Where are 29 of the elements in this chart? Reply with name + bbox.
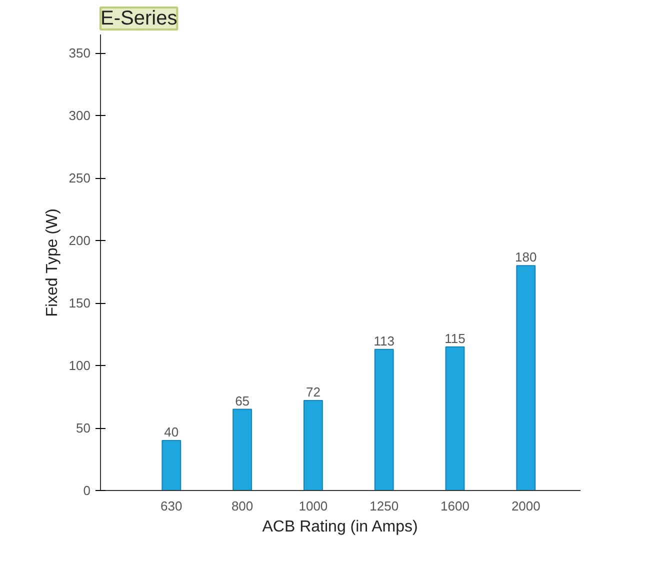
- x-tick-label: 1000: [298, 498, 328, 514]
- y-tick-label: 250: [68, 170, 91, 186]
- bar: [374, 348, 394, 490]
- x-tick-label: 1600: [440, 498, 470, 514]
- x-tick-label: 630: [160, 498, 182, 514]
- data-label: 113: [374, 333, 394, 348]
- chart-title: E-Series: [100, 8, 178, 30]
- x-tick-label: 800: [231, 498, 254, 514]
- data-label: 65: [235, 393, 250, 408]
- data-label: 115: [444, 330, 466, 346]
- bar: [445, 346, 465, 490]
- y-tick-label: 300: [68, 108, 91, 124]
- y-tick-label: 150: [68, 296, 91, 311]
- bar: [232, 408, 252, 490]
- x-tick-label: 2000: [511, 498, 540, 514]
- y-axis-title: Fixed Type (W): [44, 208, 61, 317]
- data-label: 180: [515, 250, 537, 265]
- y-tick-label: 350: [68, 46, 91, 61]
- data-label: 72: [306, 384, 320, 400]
- x-axis-title: ACB Rating (in Amps): [262, 518, 418, 536]
- y-tick-label: 50: [76, 420, 91, 436]
- bar: [516, 265, 536, 490]
- bar: [303, 400, 323, 490]
- y-tick-label: 0: [83, 483, 91, 498]
- x-tick-label: 1250: [370, 498, 399, 514]
- bar: [162, 440, 182, 490]
- data-label: 40: [164, 424, 179, 440]
- y-tick-label: 100: [68, 358, 91, 374]
- y-tick-label: 200: [68, 233, 91, 248]
